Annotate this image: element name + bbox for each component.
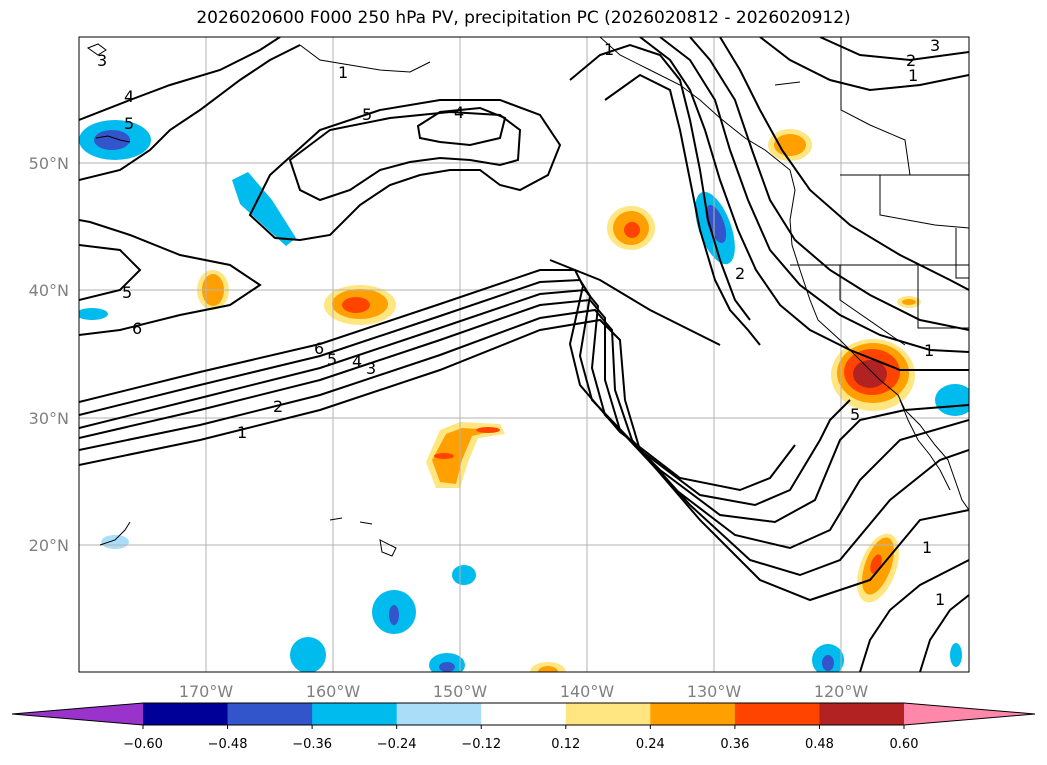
blob-positive-5 [897, 296, 921, 308]
blob-positive-2 [324, 285, 396, 325]
latitude-labels: 50°N 40°N 30°N 20°N [29, 154, 69, 555]
longitude-labels: 170°W 160°W 150°W 140°W 130°W 120°W [179, 682, 869, 701]
lon-tick-label: 140°W [560, 682, 615, 701]
contour-label: 6 [132, 319, 142, 338]
blob-positive-3 [607, 206, 655, 250]
colorbar-tick-label: 0.60 [890, 737, 919, 752]
blob-negative-3 [695, 191, 735, 265]
contour-label: 2 [906, 51, 916, 70]
colorbar-tick-label: −0.24 [377, 737, 417, 752]
contour-label: 4 [124, 87, 134, 106]
colorbar-segment [819, 703, 905, 725]
contour-label: 3 [930, 36, 940, 55]
colorbar-tick-label: −0.12 [461, 737, 501, 752]
blob-negative-10 [429, 653, 465, 672]
blob-negative-7 [372, 590, 416, 634]
colorbar-tick-label: 0.36 [720, 737, 749, 752]
contour-label: 3 [366, 359, 376, 378]
colorbar-segment [481, 703, 567, 725]
blob-negative-4 [935, 384, 969, 416]
blob-negative-5 [79, 308, 108, 320]
map-gridlines [79, 37, 969, 672]
colorbar-tick-label: 0.24 [636, 737, 665, 752]
lon-tick-label: 130°W [687, 682, 742, 701]
contour-label: 2 [735, 264, 745, 283]
contour-label: 1 [924, 341, 934, 360]
coastlines [86, 37, 969, 557]
lat-tick-label: 30°N [29, 409, 69, 428]
blob-negative-12 [950, 643, 962, 667]
colorbar-segment [734, 703, 820, 725]
blob-negative-2 [232, 172, 296, 246]
blob-positive-6 [831, 339, 915, 411]
blob-negative-9 [290, 637, 326, 672]
colorbar: −0.60 −0.48 −0.36 −0.24 −0.12 0.12 0.24 0.36 0.4… [11, 702, 1036, 752]
blob-positive-9 [530, 662, 566, 672]
contour-label: 4 [454, 103, 464, 122]
blob-negative-1 [79, 120, 151, 160]
contour-label: 3 [97, 51, 107, 70]
lon-tick-label: 150°W [433, 682, 488, 701]
colorbar-segment [650, 703, 736, 725]
colorbar-tick-label: 0.12 [551, 737, 580, 752]
contour-label: 1 [604, 40, 614, 59]
precipitation-shading [79, 120, 969, 672]
map-frame [78, 36, 970, 673]
contour-label: 1 [338, 63, 348, 82]
lat-tick-label: 20°N [29, 536, 69, 555]
colorbar-extend-max [904, 703, 1035, 725]
blob-negative-6 [101, 535, 129, 549]
blob-positive-4 [768, 129, 812, 161]
contour-label: 5 [327, 350, 337, 369]
contour-label: 1 [935, 590, 945, 609]
colorbar-segment [396, 703, 482, 725]
colorbar-segment [312, 703, 398, 725]
colorbar-tick-label: 0.48 [805, 737, 834, 752]
lon-tick-label: 170°W [179, 682, 234, 701]
lon-tick-label: 160°W [306, 682, 361, 701]
colorbar-tick-label: −0.60 [123, 737, 163, 752]
colorbar-tick-label: −0.48 [208, 737, 248, 752]
contour-label: 5 [124, 114, 134, 133]
lat-tick-label: 40°N [29, 281, 69, 300]
blob-negative-8 [452, 565, 476, 585]
contour-label: 4 [352, 352, 362, 371]
colorbar-tick-label: −0.36 [292, 737, 332, 752]
contour-label: 1 [922, 538, 932, 557]
contour-label: 5 [362, 105, 372, 124]
contour-label: 5 [122, 283, 132, 302]
contour-label: 5 [850, 405, 860, 424]
blob-positive-7 [426, 422, 505, 488]
colorbar-segment [227, 703, 313, 725]
pv-contours [79, 37, 969, 672]
figure-title: 2026020600 F000 250 hPa PV, precipitatio… [196, 8, 851, 28]
lon-tick-label: 120°W [814, 682, 869, 701]
contour-label: 6 [314, 339, 324, 358]
contour-label: 1 [908, 66, 918, 85]
blob-negative-11 [812, 644, 844, 672]
colorbar-extend-min [12, 703, 143, 725]
colorbar-segment [565, 703, 651, 725]
contour-label: 2 [273, 397, 283, 416]
lat-tick-label: 50°N [29, 154, 69, 173]
contour-labels: 3 1 4 5 5 4 1 2 1 3 5 6 6 5 4 3 2 1 2 1 … [97, 36, 945, 609]
contour-label: 1 [237, 423, 247, 442]
colorbar-segment [143, 703, 229, 725]
